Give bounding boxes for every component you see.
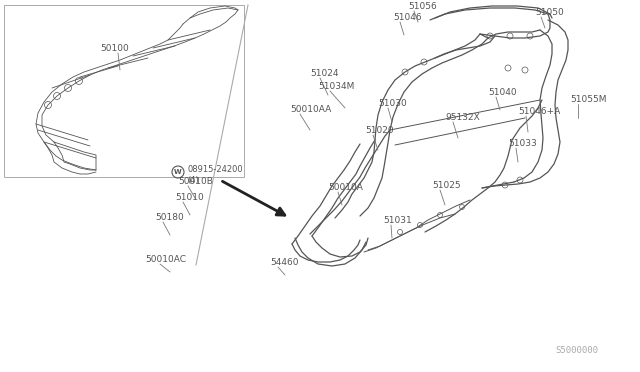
Text: 51046: 51046 — [393, 13, 422, 22]
Text: 50010B: 50010B — [178, 177, 213, 186]
Text: 51040: 51040 — [488, 88, 516, 97]
Text: 51025: 51025 — [432, 181, 461, 190]
Text: 50180: 50180 — [155, 213, 184, 222]
Text: (4): (4) — [187, 176, 199, 185]
Text: 95132X: 95132X — [445, 113, 480, 122]
Text: 51010: 51010 — [175, 193, 204, 202]
Text: 54460: 54460 — [270, 258, 298, 267]
Text: 51030: 51030 — [378, 99, 407, 108]
Text: 51050: 51050 — [535, 8, 564, 17]
Text: 51024: 51024 — [310, 69, 339, 78]
Text: W: W — [174, 169, 182, 175]
Text: 50010AA: 50010AA — [290, 105, 332, 114]
Text: 51055M: 51055M — [570, 95, 607, 104]
Text: 51031: 51031 — [383, 216, 412, 225]
Text: 50010A: 50010A — [328, 183, 363, 192]
Text: 51056: 51056 — [408, 2, 436, 11]
Text: 08915-24200: 08915-24200 — [187, 166, 243, 174]
Text: 51046+A: 51046+A — [518, 107, 560, 116]
Text: 51020: 51020 — [365, 126, 394, 135]
Bar — [4, 5, 244, 177]
Text: 50010AC: 50010AC — [145, 255, 186, 264]
Text: 51034M: 51034M — [318, 82, 355, 91]
Text: 51033: 51033 — [508, 139, 537, 148]
Text: S5000000: S5000000 — [555, 346, 598, 355]
Text: 50100: 50100 — [100, 44, 129, 53]
